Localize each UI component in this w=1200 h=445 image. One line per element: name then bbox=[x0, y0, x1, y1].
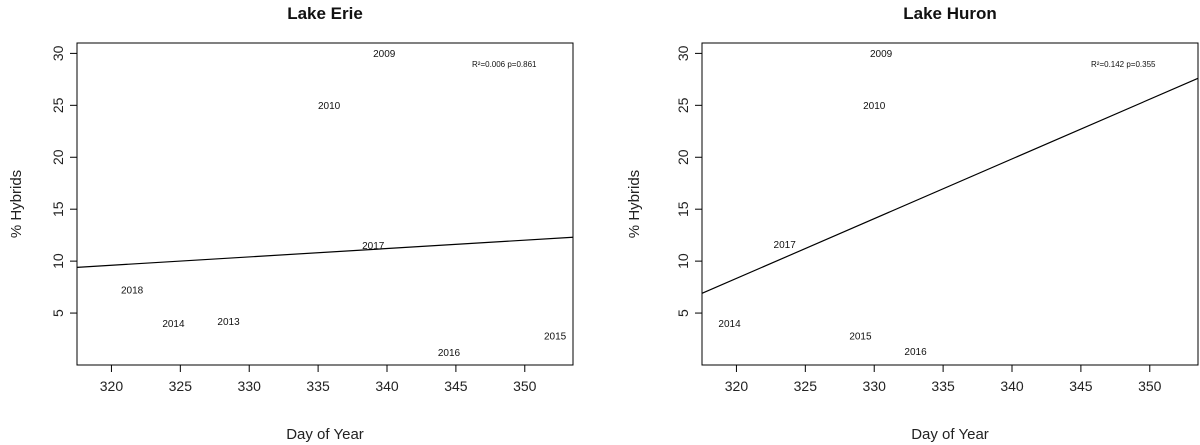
data-point-label: 2013 bbox=[217, 317, 240, 328]
y-tick-label: 5 bbox=[50, 309, 66, 317]
regression-line bbox=[701, 77, 1199, 294]
x-tick-label: 340 bbox=[1000, 378, 1024, 394]
x-tick-label: 340 bbox=[375, 378, 399, 394]
data-point-label: 2017 bbox=[774, 240, 797, 251]
data-point-label: 2009 bbox=[870, 49, 893, 60]
chart-title: Lake Erie bbox=[287, 4, 363, 23]
x-tick-label: 335 bbox=[306, 378, 330, 394]
y-tick-label: 10 bbox=[675, 253, 691, 269]
data-point-label: 2015 bbox=[849, 331, 872, 342]
chart-panel-lake-erie: Lake Erie Day of Year % Hybrids 320 325 33… bbox=[8, 4, 574, 443]
y-tick-label: 10 bbox=[50, 253, 66, 269]
regression-stats: R²=0.142 p=0.355 bbox=[1091, 60, 1156, 69]
plot-area-frame bbox=[701, 42, 1199, 366]
y-tick-label: 15 bbox=[675, 201, 691, 217]
y-tick-label: 30 bbox=[675, 45, 691, 61]
x-tick-label: 325 bbox=[794, 378, 818, 394]
y-tick-label: 25 bbox=[50, 97, 66, 113]
chart-panel-lake-huron: Lake Huron Day of Year % Hybrids 320 325 3… bbox=[626, 4, 1199, 443]
y-axis-label: % Hybrids bbox=[8, 170, 25, 238]
x-tick-label: 335 bbox=[931, 378, 955, 394]
x-tick-label: 345 bbox=[444, 378, 468, 394]
data-point-label: 2014 bbox=[718, 319, 741, 330]
x-tick-label: 350 bbox=[513, 378, 537, 394]
data-point-label: 2016 bbox=[904, 347, 927, 358]
x-tick-label: 325 bbox=[169, 378, 193, 394]
data-point-label: 2009 bbox=[373, 49, 396, 60]
x-tick-label: 320 bbox=[100, 378, 124, 394]
y-axis-label: % Hybrids bbox=[626, 170, 643, 238]
x-tick-label: 330 bbox=[863, 378, 887, 394]
data-point-label: 2010 bbox=[318, 101, 341, 112]
x-tick-label: 330 bbox=[238, 378, 262, 394]
data-point-label: 2018 bbox=[121, 286, 144, 297]
data-point-label: 2017 bbox=[362, 241, 385, 252]
chart-title: Lake Huron bbox=[903, 4, 997, 23]
plot-area-frame bbox=[76, 42, 574, 366]
y-tick-label: 5 bbox=[675, 309, 691, 317]
data-point-label: 2015 bbox=[544, 331, 567, 342]
x-tick-label: 345 bbox=[1069, 378, 1093, 394]
data-point-label: 2010 bbox=[863, 101, 886, 112]
y-tick-label: 15 bbox=[50, 201, 66, 217]
y-tick-label: 20 bbox=[50, 149, 66, 165]
regression-stats: R²=0.006 p=0.861 bbox=[472, 60, 537, 69]
y-tick-label: 30 bbox=[50, 45, 66, 61]
data-point-label: 2016 bbox=[438, 348, 461, 359]
x-tick-label: 320 bbox=[725, 378, 749, 394]
regression-line bbox=[76, 236, 574, 268]
y-tick-label: 20 bbox=[675, 149, 691, 165]
x-axis-label: Day of Year bbox=[911, 426, 989, 443]
x-tick-label: 350 bbox=[1138, 378, 1162, 394]
y-tick-label: 25 bbox=[675, 97, 691, 113]
data-point-label: 2014 bbox=[162, 319, 185, 330]
x-axis-label: Day of Year bbox=[286, 426, 364, 443]
